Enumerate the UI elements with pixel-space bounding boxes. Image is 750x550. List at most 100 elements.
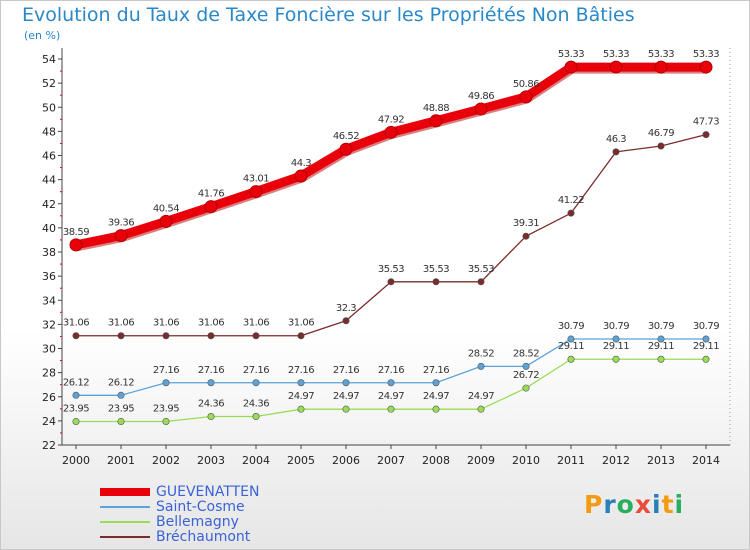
data-point-brechaumont bbox=[477, 278, 485, 286]
data-point-bellemagny bbox=[117, 417, 125, 425]
data-point-bellemagny bbox=[72, 417, 80, 425]
data-point-saint-cosme bbox=[117, 391, 125, 399]
data-point-bellemagny bbox=[387, 405, 395, 413]
data-label-brechaumont: 31.06 bbox=[63, 318, 89, 329]
data-point-saint-cosme bbox=[252, 379, 260, 387]
legend-swatch-guevenatten bbox=[100, 488, 150, 496]
data-label-bellemagny: 24.97 bbox=[333, 391, 359, 402]
y-tick-label: 48 bbox=[42, 125, 56, 138]
x-tick-label: 2014 bbox=[692, 454, 720, 467]
data-label-saint-cosme: 27.16 bbox=[243, 365, 269, 376]
data-point-bellemagny bbox=[522, 384, 530, 392]
data-point-saint-cosme bbox=[207, 379, 215, 387]
data-label-brechaumont: 35.53 bbox=[468, 264, 494, 275]
logo-letter: o bbox=[616, 490, 635, 519]
x-tick-label: 2010 bbox=[512, 454, 540, 467]
data-point-guevenatten bbox=[654, 60, 668, 74]
data-label-guevenatten: 43.01 bbox=[243, 174, 269, 185]
legend-swatch-bellemagny bbox=[100, 521, 150, 523]
data-label-bellemagny: 23.95 bbox=[153, 403, 179, 414]
data-label-bellemagny: 23.95 bbox=[63, 403, 89, 414]
data-label-bellemagny: 24.97 bbox=[288, 391, 314, 402]
data-label-brechaumont: 31.06 bbox=[108, 318, 134, 329]
data-point-guevenatten bbox=[699, 60, 713, 74]
data-label-bellemagny: 24.97 bbox=[378, 391, 404, 402]
data-point-brechaumont bbox=[702, 131, 710, 139]
logo-letter: r bbox=[603, 490, 617, 519]
data-point-saint-cosme bbox=[342, 379, 350, 387]
legend-label-guevenatten: GUEVENATTEN bbox=[156, 484, 260, 500]
x-tick-label: 2009 bbox=[467, 454, 495, 467]
y-tick-label: 36 bbox=[42, 270, 56, 283]
data-label-saint-cosme: 26.12 bbox=[63, 377, 89, 388]
data-point-bellemagny bbox=[567, 355, 575, 363]
data-label-guevenatten: 38.59 bbox=[63, 227, 89, 238]
data-point-saint-cosme bbox=[162, 379, 170, 387]
logo-letter: i bbox=[652, 490, 662, 519]
data-label-bellemagny: 23.95 bbox=[108, 403, 134, 414]
data-label-guevenatten: 41.76 bbox=[198, 189, 224, 200]
data-label-saint-cosme: 27.16 bbox=[333, 365, 359, 376]
data-label-brechaumont: 31.06 bbox=[243, 318, 269, 329]
data-label-guevenatten: 40.54 bbox=[153, 203, 179, 214]
data-point-bellemagny bbox=[612, 355, 620, 363]
data-label-guevenatten: 49.86 bbox=[468, 91, 494, 102]
data-point-bellemagny bbox=[702, 355, 710, 363]
x-tick-label: 2011 bbox=[557, 454, 585, 467]
data-label-bellemagny: 29.11 bbox=[558, 341, 584, 352]
data-point-brechaumont bbox=[342, 317, 350, 325]
data-label-brechaumont: 31.06 bbox=[153, 318, 179, 329]
y-tick-label: 52 bbox=[42, 77, 56, 90]
data-label-guevenatten: 53.33 bbox=[648, 49, 674, 60]
data-label-saint-cosme: 30.79 bbox=[693, 321, 719, 332]
chart-title: Evolution du Taux de Taxe Foncière sur l… bbox=[22, 4, 635, 26]
data-point-guevenatten bbox=[519, 90, 533, 104]
data-point-saint-cosme bbox=[657, 335, 665, 343]
data-point-bellemagny bbox=[432, 405, 440, 413]
data-label-guevenatten: 53.33 bbox=[603, 49, 629, 60]
data-label-bellemagny: 26.72 bbox=[513, 370, 539, 381]
data-point-brechaumont bbox=[117, 332, 125, 340]
x-tick-label: 2008 bbox=[422, 454, 450, 467]
data-label-guevenatten: 53.33 bbox=[558, 49, 584, 60]
y-tick-label: 24 bbox=[42, 415, 56, 428]
logo-letter: i bbox=[674, 490, 685, 519]
data-point-saint-cosme bbox=[567, 335, 575, 343]
y-tick-label: 44 bbox=[42, 174, 56, 187]
data-label-saint-cosme: 27.16 bbox=[288, 365, 314, 376]
data-label-brechaumont: 41.22 bbox=[558, 195, 584, 206]
data-label-brechaumont: 35.53 bbox=[423, 264, 449, 275]
data-point-bellemagny bbox=[477, 405, 485, 413]
data-label-saint-cosme: 30.79 bbox=[603, 321, 629, 332]
data-point-brechaumont bbox=[297, 332, 305, 340]
data-label-bellemagny: 24.36 bbox=[243, 399, 269, 410]
data-point-brechaumont bbox=[387, 278, 395, 286]
series-line-brechaumont bbox=[76, 134, 707, 337]
data-point-brechaumont bbox=[432, 278, 440, 286]
x-tick-label: 2000 bbox=[62, 454, 90, 467]
x-tick-label: 2013 bbox=[647, 454, 675, 467]
data-label-bellemagny: 29.11 bbox=[693, 341, 719, 352]
data-label-saint-cosme: 30.79 bbox=[558, 321, 584, 332]
data-label-guevenatten: 50.86 bbox=[513, 79, 539, 90]
data-point-saint-cosme bbox=[432, 379, 440, 387]
data-label-brechaumont: 31.06 bbox=[288, 318, 314, 329]
data-point-guevenatten bbox=[429, 114, 443, 128]
data-point-guevenatten bbox=[609, 60, 623, 74]
x-tick-label: 2002 bbox=[152, 454, 180, 467]
data-point-bellemagny bbox=[252, 413, 260, 421]
legend-label-bellemagny: Bellemagny bbox=[156, 514, 239, 530]
data-label-bellemagny: 29.11 bbox=[648, 341, 674, 352]
data-point-saint-cosme bbox=[702, 335, 710, 343]
data-label-saint-cosme: 27.16 bbox=[378, 365, 404, 376]
logo-letter: P bbox=[584, 490, 604, 519]
data-point-bellemagny bbox=[162, 417, 170, 425]
data-label-brechaumont: 39.31 bbox=[513, 218, 539, 229]
y-tick-label: 34 bbox=[42, 294, 56, 307]
data-point-bellemagny bbox=[657, 355, 665, 363]
data-point-brechaumont bbox=[612, 148, 620, 156]
data-label-bellemagny: 29.11 bbox=[603, 341, 629, 352]
data-point-guevenatten bbox=[339, 142, 353, 156]
